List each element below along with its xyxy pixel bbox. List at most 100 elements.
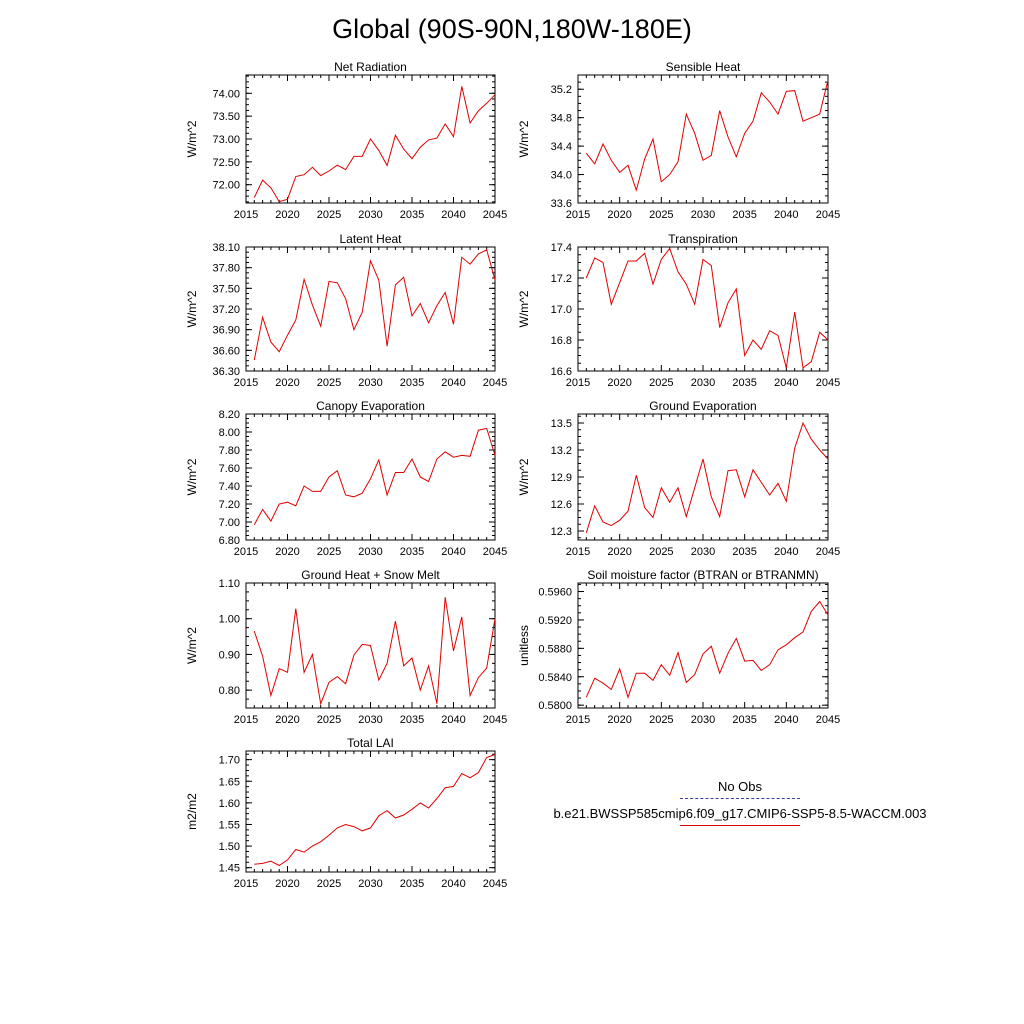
x-tick-label: 2030 [691,714,715,726]
x-tick-label: 2020 [607,377,631,389]
x-tick-label: 2025 [317,878,341,890]
x-tick-label: 2035 [400,209,424,221]
x-tick-label: 2020 [607,209,631,221]
y-tick-label: 12.3 [551,526,572,538]
plot-frame [577,74,829,204]
x-tick-label: 2020 [275,546,299,558]
y-tick-label: 38.10 [212,242,240,254]
x-tick-label: 2015 [234,878,258,890]
x-tick-label: 2015 [234,209,258,221]
x-tick-label: 2025 [649,209,673,221]
series-line-1 [253,597,496,706]
y-tick-label: 73.00 [212,134,240,146]
y-tick-label: 0.5880 [538,643,572,655]
plot-frame [245,750,496,873]
y-tick-label: 74.00 [212,88,240,100]
x-tick-label: 2015 [566,209,590,221]
chart-panel-3: Latent Heat W/m^2 2015 2020 2025 2030 2035 2040… [185,232,507,389]
x-tick-label: 2030 [358,546,382,558]
x-tick-label: 2030 [358,878,382,890]
y-tick-label: 0.90 [219,649,240,661]
chart-title: Sensible Heat [666,60,741,74]
x-tick-label: 2045 [483,209,507,221]
x-tick-label: 2025 [317,377,341,389]
figure-title: Global (90S-90N,180W-180E) [332,14,692,44]
y-tick-label: 1.00 [219,614,240,626]
x-tick-label: 2035 [400,714,424,726]
plot-frame [577,246,829,372]
y-tick-label: 1.55 [219,819,240,831]
y-tick-label: 1.50 [219,841,240,853]
series-line-1 [585,247,829,369]
x-tick-label: 2020 [275,878,299,890]
chart-title: Canopy Evaporation [316,399,425,413]
series-line-1 [253,86,496,203]
y-axis-label: W/m^2 [185,458,199,495]
y-tick-label: 7.00 [219,517,240,529]
x-tick-label: 2020 [275,714,299,726]
series-line-1 [585,600,829,699]
y-tick-label: 17.4 [551,242,572,254]
x-tick-label: 2040 [441,209,465,221]
chart-title: Total LAI [347,736,394,750]
y-tick-label: 7.80 [219,445,240,457]
plot-frame [245,413,496,541]
x-tick-label: 2030 [358,714,382,726]
x-tick-label: 2040 [441,714,465,726]
y-tick-label: 12.6 [551,499,572,511]
legend-obs-line [680,798,800,799]
y-tick-label: 17.2 [551,273,572,285]
x-tick-label: 2035 [400,377,424,389]
x-tick-label: 2015 [234,546,258,558]
y-tick-label: 37.50 [212,283,240,295]
y-tick-label: 36.30 [212,366,240,378]
x-tick-label: 2035 [732,209,756,221]
x-tick-label: 2045 [816,209,840,221]
x-tick-label: 2040 [441,546,465,558]
x-tick-label: 2015 [566,714,590,726]
x-tick-label: 2045 [483,377,507,389]
chart-title: Transpiration [668,232,738,246]
legend: No Obs b.e21.BWSSP585cmip6.f09_g17.CMIP6… [520,778,960,832]
plot-frame [577,582,829,709]
x-tick-label: 2045 [816,546,840,558]
y-tick-label: 72.00 [212,180,240,192]
x-tick-label: 2035 [732,377,756,389]
x-tick-label: 2020 [607,714,631,726]
y-tick-label: 34.8 [551,113,572,125]
x-tick-label: 2030 [691,377,715,389]
x-tick-label: 2035 [400,878,424,890]
legend-model-label: b.e21.BWSSP585cmip6.f09_g17.CMIP6-SSP5-8… [553,806,927,821]
y-tick-label: 6.80 [219,535,240,547]
y-tick-label: 7.40 [219,481,240,493]
y-tick-label: 73.50 [212,111,240,123]
y-tick-label: 1.65 [219,776,240,788]
y-axis-label: W/m^2 [517,120,531,157]
y-tick-label: 34.4 [551,141,572,153]
chart-title: Ground Heat + Snow Melt [301,568,440,582]
series-line-1 [585,421,829,533]
x-tick-label: 2015 [566,546,590,558]
y-tick-label: 35.2 [551,84,572,96]
x-tick-label: 2045 [816,714,840,726]
chart-panel-9: Total LAI m2/m2 2015 2020 2025 2030 2035 2040 20… [185,736,507,890]
chart-title: Ground Evaporation [649,399,756,413]
y-tick-label: 1.60 [219,798,240,810]
y-tick-label: 33.6 [551,198,572,210]
plot-frame [245,246,496,372]
y-tick-label: 16.6 [551,366,572,378]
y-tick-label: 1.45 [219,863,240,875]
x-tick-label: 2040 [774,714,798,726]
x-tick-label: 2015 [566,377,590,389]
y-tick-label: 0.5920 [538,615,572,627]
x-tick-label: 2025 [317,546,341,558]
x-tick-label: 2015 [234,714,258,726]
y-tick-label: 13.5 [551,418,572,430]
series-line-1 [254,754,496,867]
x-tick-label: 2040 [441,878,465,890]
x-tick-label: 2035 [400,546,424,558]
x-tick-label: 2025 [649,546,673,558]
y-axis-label: m2/m2 [185,793,199,830]
y-axis-label: W/m^2 [185,627,199,664]
chart-title: Latent Heat [339,232,402,246]
